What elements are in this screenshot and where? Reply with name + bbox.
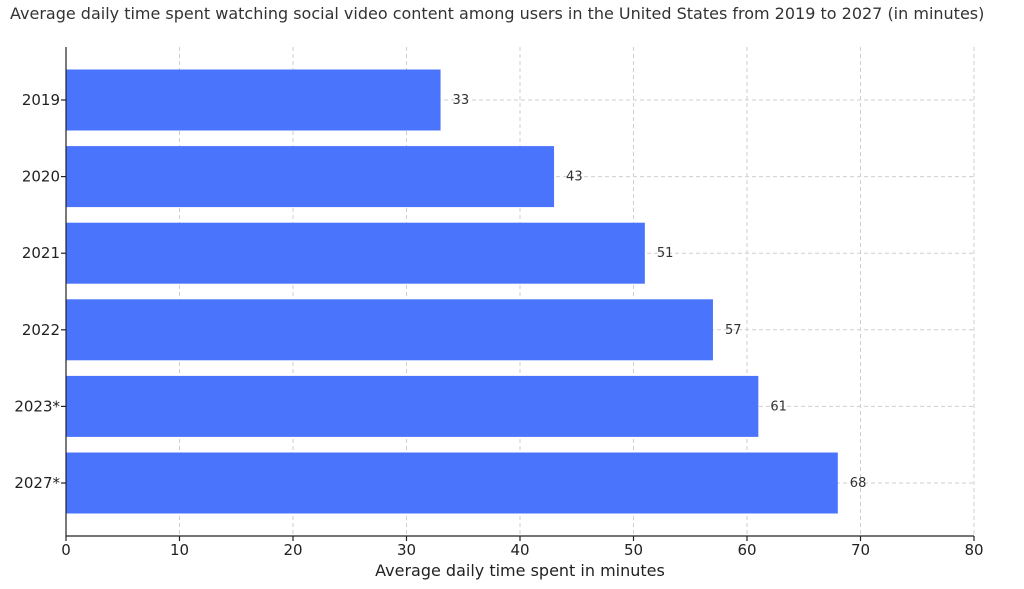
bar (66, 452, 838, 514)
x-tick-label: 40 (510, 541, 529, 559)
bar (66, 146, 555, 208)
bar (66, 69, 441, 131)
axes-layer (61, 47, 975, 541)
x-tick-label: 20 (283, 541, 302, 559)
y-tick-label: 2020 (22, 168, 60, 186)
bar-value-label: 61 (770, 399, 787, 414)
x-tick-label: 50 (624, 541, 643, 559)
y-tick-label: 2021 (22, 244, 60, 262)
x-tick-label: 0 (61, 541, 71, 559)
y-tick-label: 2019 (22, 91, 60, 109)
bar-value-label: 51 (657, 246, 674, 261)
bar (66, 375, 759, 437)
bar (66, 222, 645, 284)
x-tick-label: 30 (397, 541, 416, 559)
x-axis-title: Average daily time spent in minutes (375, 561, 665, 580)
x-tick-label: 80 (964, 541, 983, 559)
bar-value-label: 57 (725, 323, 742, 338)
chart-title: Average daily time spent watching social… (10, 4, 985, 23)
y-tick-label: 2022 (22, 321, 60, 339)
y-tick-label: 2027* (14, 474, 60, 492)
labels-layer: 33 2019 43 2020 51 2021 57 2022 61 2023* 68 2027* 0 1… (14, 91, 983, 559)
bar-value-label: 33 (453, 93, 470, 108)
y-tick-label: 2023* (14, 397, 60, 415)
bars-layer (66, 69, 838, 514)
x-tick-label: 10 (170, 541, 189, 559)
x-tick-label: 70 (851, 541, 870, 559)
bar-value-label: 43 (566, 170, 583, 185)
bar-value-label: 68 (850, 476, 867, 491)
bar (66, 299, 713, 361)
x-tick-label: 60 (737, 541, 756, 559)
